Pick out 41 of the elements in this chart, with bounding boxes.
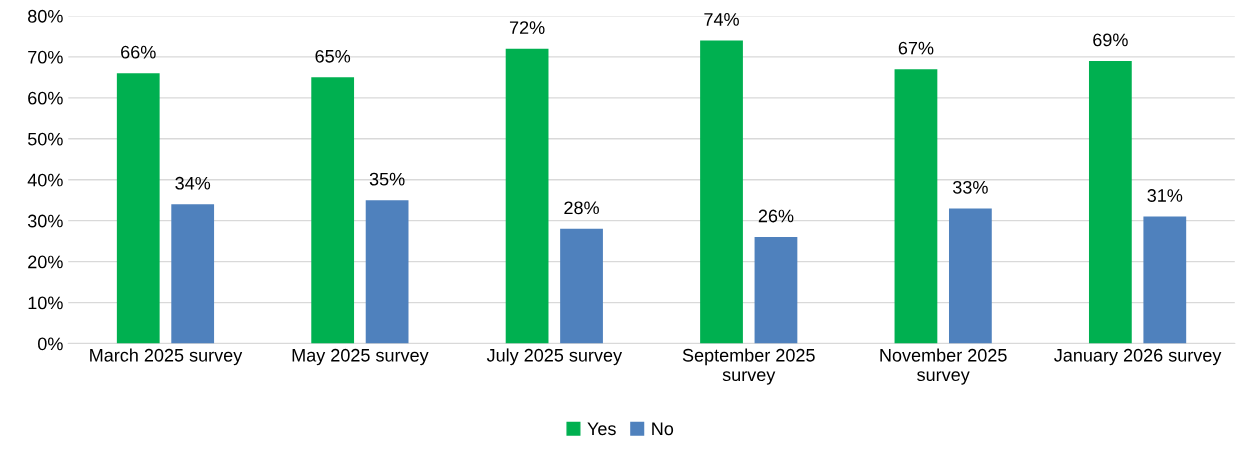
data-label: 34% [175,176,211,190]
bar [311,77,355,344]
data-label: 35% [369,172,405,186]
data-label: 72% [509,21,545,34]
y-tick-label: 0% [38,337,63,351]
legend-label: Yes [587,422,616,436]
bar [700,40,743,344]
bar [171,204,215,344]
bar [505,48,549,344]
data-label: 66% [121,45,156,59]
bar [365,200,409,344]
y-tick-label: 10% [28,296,63,310]
y-tick-label: 40% [27,173,63,187]
bar [894,69,938,344]
x-tick-label: March 2025 survey [90,348,243,366]
bar [1143,216,1187,344]
legend-label: No [652,422,674,436]
x-tick-label: November 2025 survey [880,348,1007,385]
y-tick-label: 20% [28,255,63,269]
bar [948,208,992,344]
data-label: 26% [758,209,794,223]
y-tick-label: 80% [28,9,63,23]
x-tick-label: May 2025 survey [292,348,429,366]
data-label: 67% [898,41,934,55]
bar [116,73,160,344]
y-tick-label: 70% [28,50,63,64]
data-label: 33% [953,180,988,194]
x-tick-label: January 2026 survey [1054,348,1222,366]
bar [754,237,798,344]
data-label: 31% [1147,189,1183,202]
data-label: 65% [315,49,351,63]
data-label: 74% [704,13,739,26]
y-tick-label: 50% [27,132,63,146]
data-label: 28% [564,201,599,215]
bar [1088,60,1132,344]
bar [560,228,603,344]
y-tick-label: 60% [28,91,63,105]
data-label: 69% [1093,33,1128,47]
x-tick-label: July 2025 survey [486,348,623,366]
x-tick-label: September 2025 survey [682,348,815,385]
y-tick-label: 30% [27,214,63,228]
